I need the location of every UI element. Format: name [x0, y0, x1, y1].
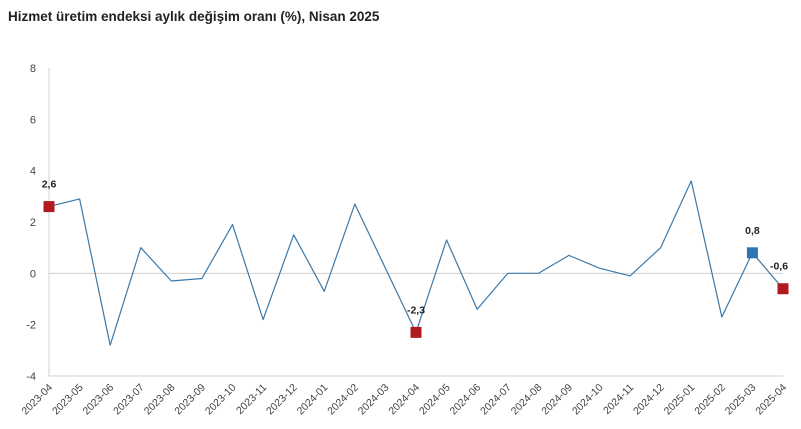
- highlight-marker: [43, 201, 55, 213]
- x-tick-label: 2025-04: [753, 382, 789, 418]
- y-tick-labels: 8 6 4 2 0 -2 -4: [26, 63, 36, 383]
- x-tick-label: 2023-09: [172, 382, 208, 418]
- x-tick-label: 2024-06: [448, 382, 484, 418]
- x-tick-label: 2024-05: [417, 382, 453, 418]
- x-tick-label: 2025-03: [723, 382, 759, 418]
- x-tick-label: 2024-01: [295, 382, 331, 418]
- x-tick-label: 2025-02: [692, 382, 728, 418]
- x-tick-label: 2023-04: [19, 382, 55, 418]
- highlight-marker: [746, 247, 758, 259]
- axes-layer: [48, 68, 783, 377]
- x-tick-label: 2025-01: [662, 382, 698, 418]
- x-tick-label: 2024-02: [325, 382, 361, 418]
- y-tick-label: -4: [26, 371, 36, 383]
- y-tick-label: 4: [30, 166, 36, 178]
- x-tick-label: 2024-10: [570, 382, 606, 418]
- x-tick-label: 2023-12: [264, 382, 300, 418]
- x-tick-label: 2023-05: [50, 382, 86, 418]
- highlight-marker: [777, 283, 789, 295]
- chart-title: Hizmet üretim endeksi aylık değişim oran…: [8, 9, 380, 24]
- y-tick-label: 0: [30, 268, 36, 280]
- x-tick-label: 2023-07: [111, 382, 147, 418]
- x-tick-label: 2023-10: [203, 382, 239, 418]
- y-tick-label: 6: [30, 114, 36, 126]
- x-tick-label: 2023-11: [234, 382, 269, 417]
- highlight-marker: [410, 326, 422, 338]
- x-tick-label: 2024-04: [386, 382, 422, 418]
- y-tick-label: -2: [26, 320, 36, 332]
- y-tick-label: 8: [30, 63, 36, 75]
- data-label: 2,6: [42, 179, 57, 191]
- data-labels: 2,6 -2,3 0,8 -0,6: [42, 179, 789, 317]
- series-layer: [48, 180, 784, 346]
- y-tick-label: 2: [30, 217, 36, 229]
- data-label: -0,6: [770, 261, 788, 273]
- x-tick-label: 2024-08: [509, 382, 545, 418]
- x-tick-label: 2023-08: [142, 382, 178, 418]
- data-label: 0,8: [745, 225, 760, 237]
- data-label: -2,3: [407, 304, 425, 316]
- x-tick-label: 2024-03: [356, 382, 392, 418]
- highlight-markers: [43, 201, 789, 338]
- x-tick-label: 2024-07: [478, 382, 514, 418]
- x-tick-label: 2023-06: [81, 382, 117, 418]
- x-tick-label: 2024-09: [539, 382, 575, 418]
- x-tick-labels: 2023-042023-052023-062023-072023-082023-…: [19, 382, 789, 418]
- x-tick-label: 2024-11: [601, 382, 636, 417]
- series-line: [48, 180, 784, 346]
- x-tick-label: 2024-12: [631, 382, 667, 418]
